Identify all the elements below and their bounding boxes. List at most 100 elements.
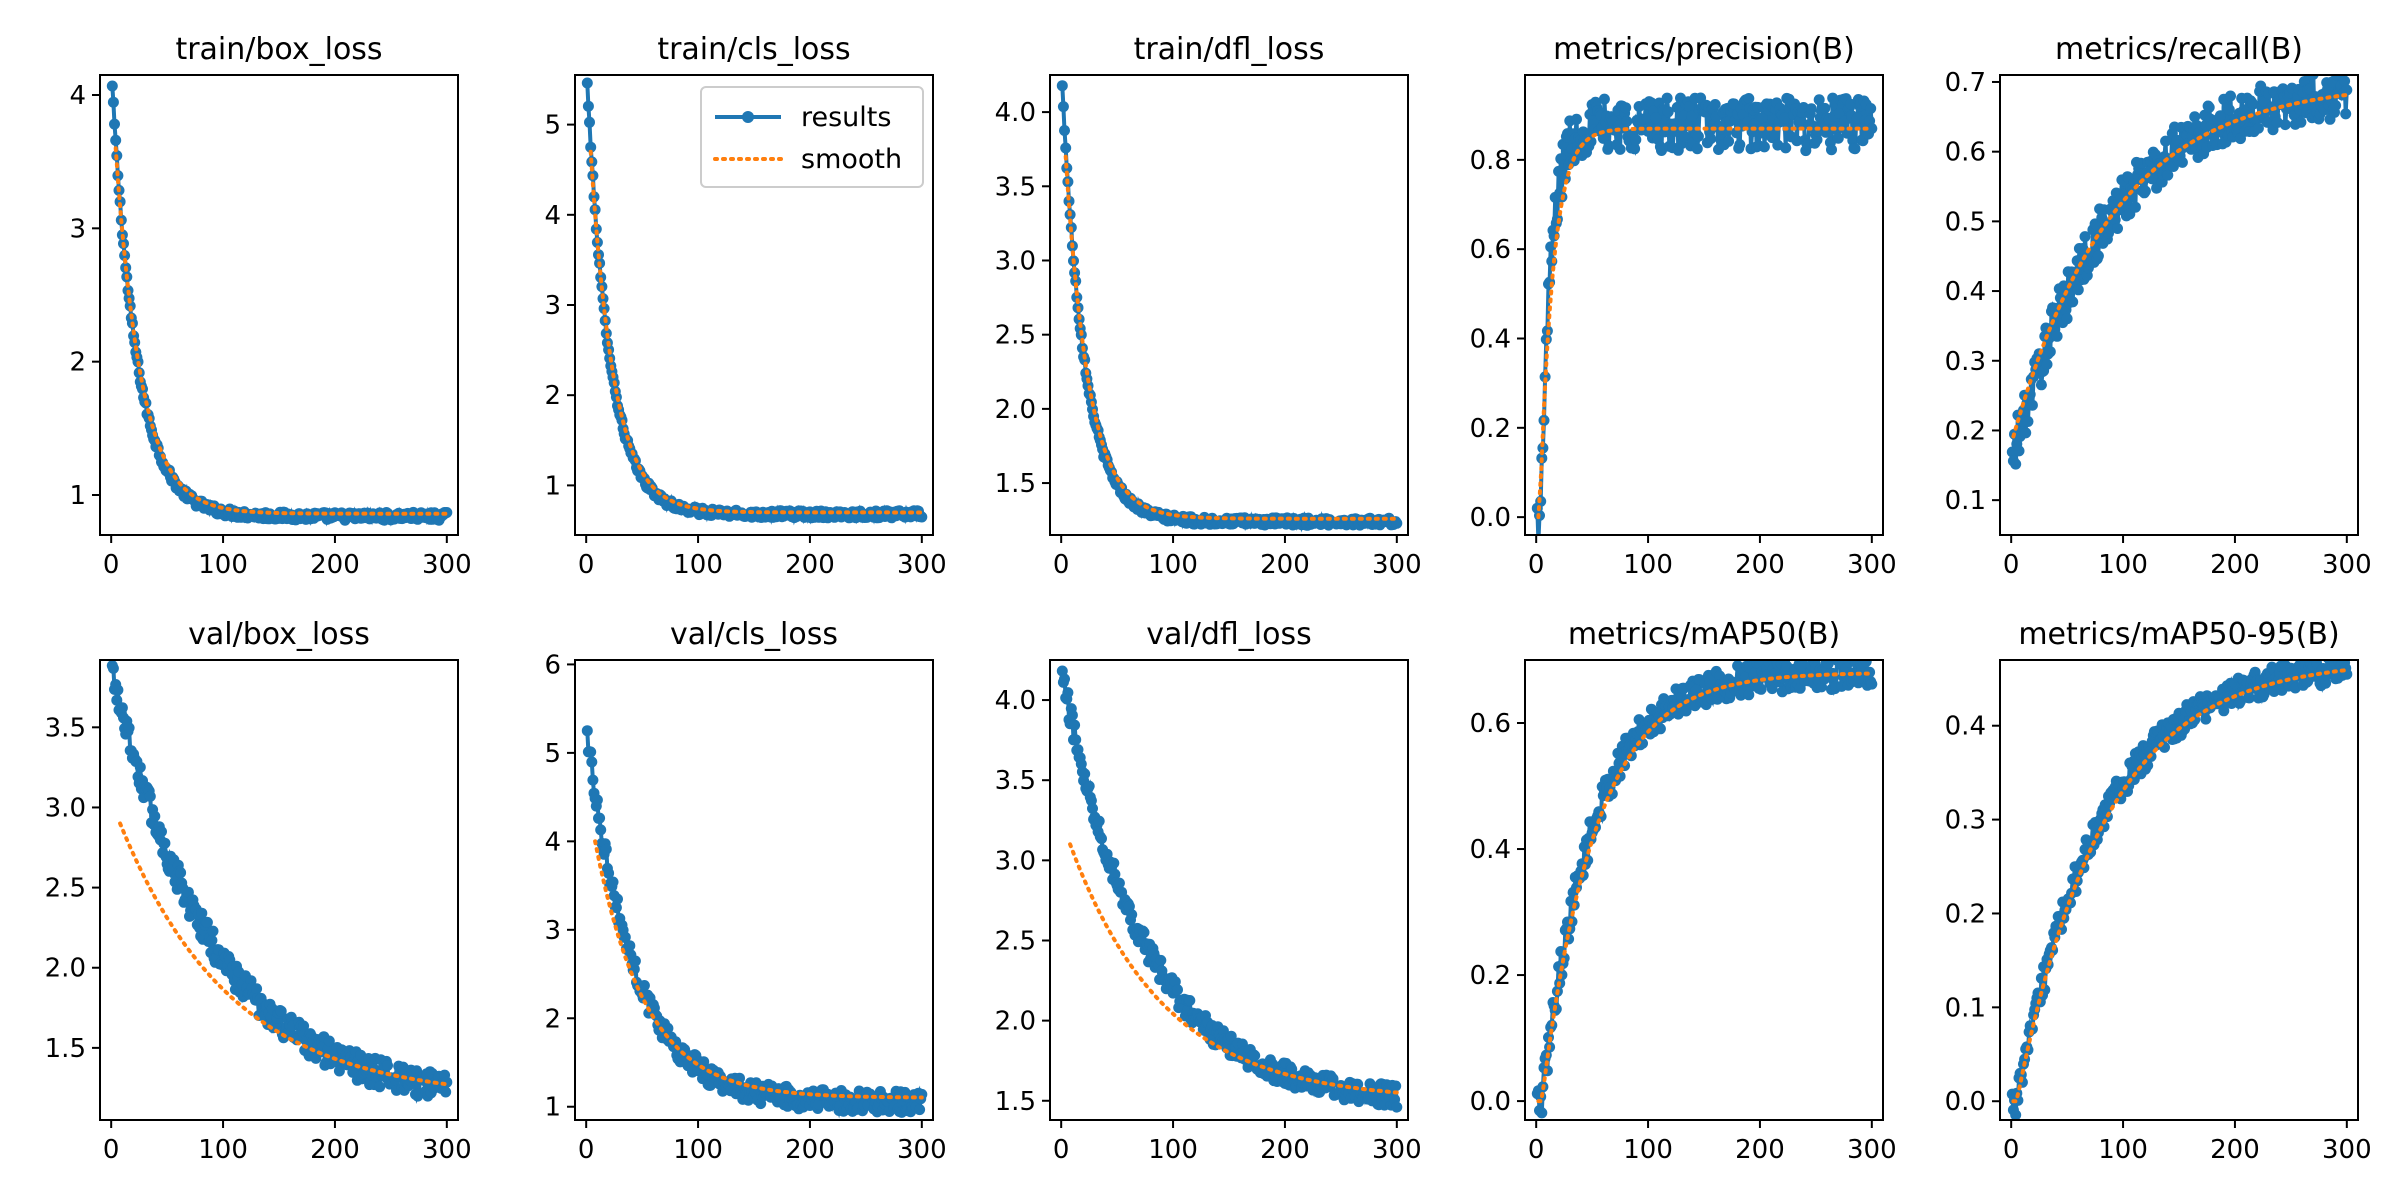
smooth-series-line xyxy=(588,149,924,515)
results-point xyxy=(698,1056,710,1068)
y-tick-label: 2 xyxy=(69,348,86,378)
y-tick-label: 2.0 xyxy=(45,954,86,984)
results-point xyxy=(298,1020,310,1032)
y-tick-label: 0.0 xyxy=(1945,1087,1986,1117)
results-point xyxy=(1249,1050,1261,1062)
y-tick-label: 0.1 xyxy=(1945,486,1986,516)
chart-panel: train/cls_loss 0 100 200 300 1 2 3 4 5 results smoo… xyxy=(544,32,946,580)
results-point xyxy=(598,303,610,314)
results-point xyxy=(323,1035,335,1047)
results-point xyxy=(587,774,599,786)
results-point xyxy=(285,1011,297,1023)
results-point xyxy=(2020,427,2032,439)
results-point xyxy=(1598,93,1610,105)
results-point xyxy=(1533,536,1544,547)
results-point xyxy=(1756,112,1768,124)
results-point xyxy=(2067,296,2079,308)
results-point xyxy=(134,761,146,773)
y-tick-label: 6 xyxy=(544,650,561,680)
results-point xyxy=(2203,101,2215,113)
axes-frame xyxy=(1524,74,1884,536)
results-point xyxy=(1769,128,1780,140)
chart-title: val/cls_loss xyxy=(670,617,838,652)
results-point xyxy=(1691,143,1703,155)
results-point xyxy=(2189,111,2201,123)
y-tick-label: 1 xyxy=(544,471,561,501)
results-point xyxy=(2026,399,2038,411)
x-tick-label: 0 xyxy=(1053,1135,1070,1165)
x-tick-label: 200 xyxy=(785,550,835,580)
results-point xyxy=(2112,223,2123,234)
results-point xyxy=(1819,102,1831,114)
results-point xyxy=(123,722,135,734)
y-tick-label: 2.0 xyxy=(995,1007,1036,1037)
results-point xyxy=(1069,719,1081,731)
chart-panel: val/dfl_loss 0 100 200 300 1.5 2.0 2.5 3.0 3.5 4.0 xyxy=(995,617,1422,1165)
y-tick-label: 3 xyxy=(69,214,86,244)
y-tick-label: 0.4 xyxy=(1470,324,1511,354)
y-tick-label: 0.2 xyxy=(1945,899,1986,929)
y-tick-label: 2.5 xyxy=(45,874,86,904)
results-point xyxy=(1865,103,1877,114)
results-point xyxy=(114,196,126,208)
results-point xyxy=(595,824,607,836)
results-point xyxy=(1059,125,1070,136)
y-tick-label: 0.0 xyxy=(1470,1087,1511,1117)
y-tick-label: 0.3 xyxy=(1945,347,1986,377)
smooth-series-line xyxy=(118,821,449,1087)
results-point xyxy=(2022,416,2034,427)
results-point xyxy=(1155,954,1167,966)
results-point xyxy=(107,662,119,674)
x-tick-label: 100 xyxy=(2098,1135,2148,1165)
axes-frame xyxy=(1524,659,1884,1121)
results-point xyxy=(1684,101,1695,113)
results-point xyxy=(2010,458,2022,470)
results-point xyxy=(2171,134,2183,146)
results-point xyxy=(175,867,187,879)
x-tick-label: 300 xyxy=(2322,550,2372,580)
results-point xyxy=(600,843,612,855)
legend-box xyxy=(700,86,924,188)
results-point xyxy=(1063,195,1075,207)
axes-frame xyxy=(574,659,934,1121)
results-point xyxy=(1057,101,1069,113)
results-point xyxy=(638,980,650,991)
results-point xyxy=(2200,713,2212,725)
x-tick-label: 0 xyxy=(2003,550,2020,580)
results-point xyxy=(1755,683,1767,695)
results-point xyxy=(2010,1109,2022,1120)
results-point xyxy=(1743,689,1755,701)
results-point xyxy=(629,955,641,967)
results-point xyxy=(1070,275,1082,287)
y-tick-label: 0.6 xyxy=(1470,235,1511,265)
results-point xyxy=(1620,102,1632,114)
results-point xyxy=(619,931,631,943)
results-point xyxy=(1184,995,1196,1006)
x-tick-label: 300 xyxy=(1372,1135,1422,1165)
results-point xyxy=(1686,110,1698,122)
y-tick-label: 4 xyxy=(544,827,561,857)
results-point xyxy=(2160,135,2172,147)
results-point xyxy=(1813,94,1825,106)
y-tick-label: 0.0 xyxy=(1470,503,1511,533)
chart-panel: train/dfl_loss 0 100 200 300 1.5 2.0 2.5 3.0 3.5 4… xyxy=(995,32,1422,580)
chart-panel: metrics/mAP50-95(B) 0 100 200 300 0.0 0.1 0.2 0.… xyxy=(1945,617,2372,1165)
results-point xyxy=(201,916,213,928)
results-point xyxy=(1070,734,1082,746)
results-point xyxy=(591,794,603,806)
results-point xyxy=(2330,100,2342,111)
x-tick-label: 200 xyxy=(1735,550,1785,580)
results-point xyxy=(1826,144,1837,156)
results-point xyxy=(1096,833,1107,845)
legend-results-marker xyxy=(742,111,754,123)
results-point xyxy=(2072,284,2084,296)
chart-title: metrics/precision(B) xyxy=(1553,32,1855,67)
x-tick-label: 100 xyxy=(2098,550,2148,580)
x-tick-label: 300 xyxy=(897,550,947,580)
results-point xyxy=(112,684,124,696)
results-point xyxy=(2225,90,2236,102)
results-point xyxy=(1083,780,1095,792)
results-point xyxy=(1705,133,1717,145)
results-markers xyxy=(2006,75,2353,470)
results-point xyxy=(106,80,118,92)
